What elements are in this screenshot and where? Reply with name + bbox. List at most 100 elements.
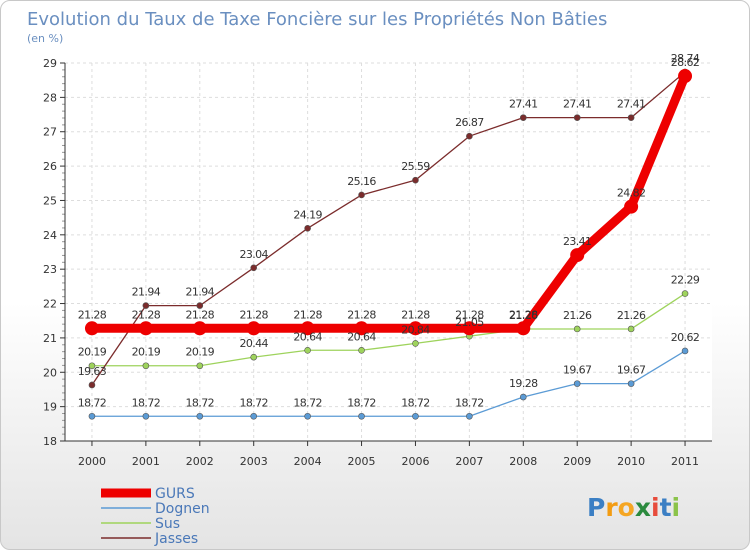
proxiti-logo: Proxiti <box>587 493 680 522</box>
x-tick-label: 2008 <box>509 455 537 468</box>
data-point-gurs <box>624 199 639 214</box>
data-label-sus: 20.19 <box>186 346 215 359</box>
x-tick-label: 2001 <box>132 455 160 468</box>
data-point-gurs <box>354 321 369 336</box>
data-point-sus <box>412 340 419 347</box>
data-point-jasses <box>573 114 581 121</box>
data-label-jasses: 21.94 <box>132 286 161 299</box>
y-tick-label: 28 <box>43 91 57 104</box>
data-label-sus: 22.29 <box>671 274 700 287</box>
data-label-dognen: 18.72 <box>239 396 268 409</box>
data-label-gurs: 28.62 <box>671 56 700 69</box>
data-label-gurs: 24.82 <box>617 187 646 200</box>
x-tick-label: 2007 <box>455 455 483 468</box>
data-point-sus <box>250 353 258 361</box>
data-point-dognen <box>466 412 473 420</box>
data-point-gurs <box>300 321 315 336</box>
data-label-jasses: 24.19 <box>293 208 322 221</box>
data-label-sus: 20.64 <box>347 330 376 343</box>
data-point-gurs <box>678 69 693 84</box>
x-tick-label: 2006 <box>401 455 429 468</box>
x-tick-label: 2004 <box>294 455 322 468</box>
data-label-sus: 21.26 <box>617 309 646 322</box>
x-tick-label: 2000 <box>78 455 106 468</box>
data-label-dognen: 19.67 <box>563 364 592 377</box>
data-point-jasses <box>88 381 96 389</box>
legend-label: Jasses <box>154 531 198 547</box>
data-point-jasses <box>519 114 527 121</box>
data-point-sus <box>627 325 635 333</box>
data-point-gurs <box>408 321 423 336</box>
data-point-jasses <box>196 302 204 309</box>
data-label-dognen: 18.72 <box>293 396 322 409</box>
data-labels: 21.28 21.28 21.28 21.28 21.28 21.28 21.28 21.28… <box>78 52 701 409</box>
data-label-gurs: 23.41 <box>563 235 592 248</box>
data-label-gurs: 21.28 <box>186 308 215 321</box>
data-point-gurs <box>570 248 585 263</box>
logo-letter: x <box>635 493 651 522</box>
data-point-gurs <box>516 321 531 336</box>
x-tick-label: 2009 <box>563 455 591 468</box>
series-line-gurs <box>87 71 690 333</box>
data-label-jasses: 27.41 <box>563 98 592 111</box>
logo-letter: P <box>587 493 605 522</box>
data-label-jasses: 19.63 <box>78 365 107 378</box>
data-point-sus <box>88 362 96 370</box>
logo-letter: i <box>651 493 660 522</box>
data-label-jasses: 26.87 <box>455 116 484 129</box>
y-tick-label: 29 <box>43 57 57 70</box>
y-tick-label: 23 <box>43 263 57 276</box>
data-point-gurs <box>192 321 207 336</box>
y-tick-label: 20 <box>43 366 57 379</box>
logo-letter: i <box>672 493 681 522</box>
series-line-dognen <box>91 350 686 417</box>
legend-label: Dognen <box>155 501 210 517</box>
data-point-dognen <box>681 347 689 355</box>
data-label-sus: 21.05 <box>455 316 484 329</box>
y-tick-label: 25 <box>43 194 57 207</box>
data-point-jasses <box>412 176 419 184</box>
data-point-sus <box>573 325 581 333</box>
data-label-dognen: 18.72 <box>186 396 215 409</box>
data-point-jasses <box>466 132 473 140</box>
data-label-dognen: 18.72 <box>347 396 376 409</box>
data-label-jasses: 25.16 <box>347 175 376 188</box>
series-line-sus <box>91 292 686 367</box>
data-point-gurs <box>462 321 477 336</box>
x-tick-label: 2011 <box>671 455 699 468</box>
data-point-dognen <box>519 393 527 401</box>
data-label-jasses: 23.04 <box>239 248 268 261</box>
data-point-jasses <box>358 191 365 199</box>
data-point-sus <box>681 290 689 297</box>
series-lines <box>84 68 693 420</box>
data-point-dognen <box>142 412 150 420</box>
data-label-gurs: 21.28 <box>293 308 322 321</box>
x-tick-label: 2005 <box>348 455 376 468</box>
data-label-dognen: 19.28 <box>509 377 538 390</box>
logo-letter: t <box>660 493 672 522</box>
data-point-dognen <box>627 380 635 387</box>
data-point-dognen <box>196 412 204 420</box>
data-label-dognen: 19.67 <box>617 364 646 377</box>
series-line-jasses <box>91 71 686 386</box>
data-label-jasses: 25.59 <box>401 160 430 173</box>
data-point-dognen <box>412 412 419 420</box>
data-label-jasses: 27.41 <box>617 98 646 111</box>
data-label-gurs: 21.28 <box>239 308 268 321</box>
data-point-jasses <box>627 114 635 121</box>
data-label-dognen: 18.72 <box>455 396 484 409</box>
chart-title: Evolution du Taux de Taxe Foncière sur l… <box>27 9 607 30</box>
data-point-jasses <box>304 224 311 232</box>
data-label-sus: 21.26 <box>563 309 592 322</box>
data-label-dognen: 18.72 <box>132 396 161 409</box>
x-tick-label: 2002 <box>186 455 214 468</box>
x-tick-label: 2003 <box>240 455 268 468</box>
logo-text: Proxiti <box>587 493 680 522</box>
data-label-sus: 21.26 <box>509 309 538 322</box>
data-label-sus: 20.44 <box>239 337 268 350</box>
data-label-gurs: 21.28 <box>347 308 376 321</box>
data-point-dognen <box>88 412 96 420</box>
data-label-gurs: 21.28 <box>132 308 161 321</box>
